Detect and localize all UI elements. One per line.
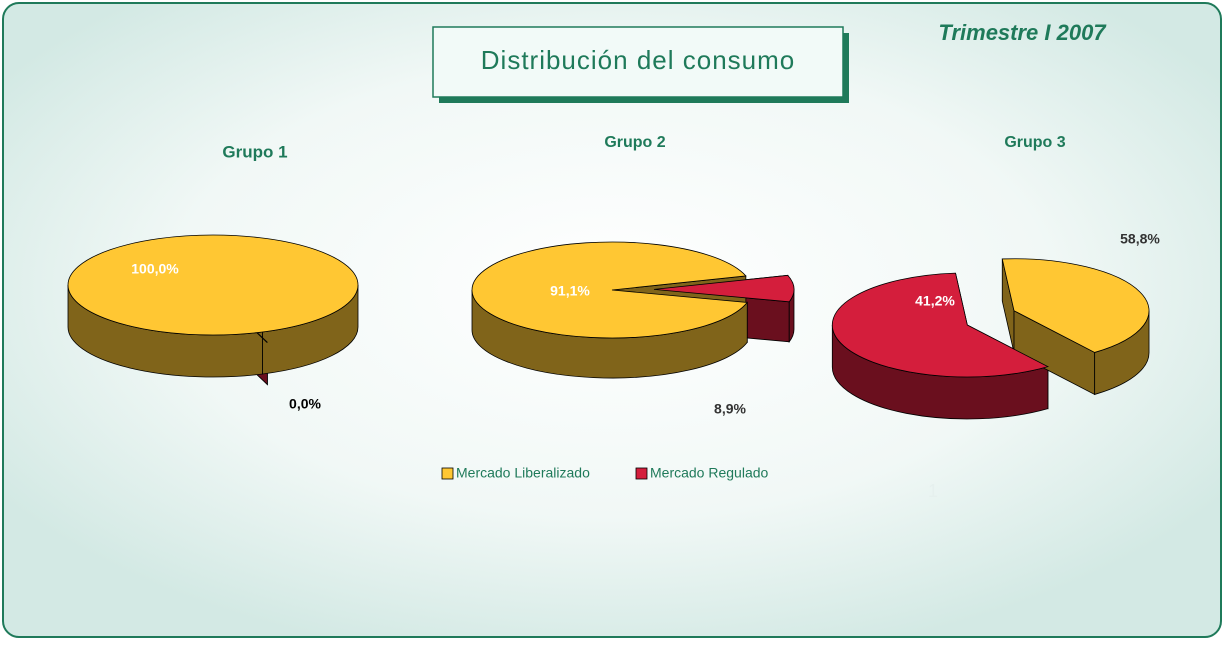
data-label: 0,0%	[289, 396, 321, 412]
data-label: 41,2%	[915, 293, 955, 309]
title: Distribución del consumo	[481, 45, 795, 75]
pie-slice	[471, 241, 749, 339]
pie-slice	[831, 272, 1050, 378]
title-box	[432, 26, 844, 98]
legend-label: Mercado Liberalizado	[456, 465, 590, 481]
subtitle: Trimestre I 2007	[938, 20, 1107, 45]
legend-swatch	[635, 467, 648, 480]
data-label: 100,0%	[131, 261, 179, 277]
pie-title: Grupo 2	[604, 134, 665, 151]
legend-label: Mercado Regulado	[650, 465, 769, 481]
data-label: 91,1%	[550, 283, 590, 299]
data-label: 58,8%	[1120, 231, 1160, 247]
pie-slice	[1001, 258, 1150, 353]
legend-swatch	[441, 467, 454, 480]
pie-slice	[67, 234, 359, 336]
pie-title: Grupo 1	[222, 142, 287, 161]
pie-title: Grupo 3	[1004, 134, 1065, 151]
legend: Mercado Liberalizado Mercado Regulado	[441, 465, 769, 481]
pie-slice	[653, 274, 795, 303]
data-label: 8,9%	[714, 401, 746, 417]
page-number: 1	[928, 481, 938, 501]
